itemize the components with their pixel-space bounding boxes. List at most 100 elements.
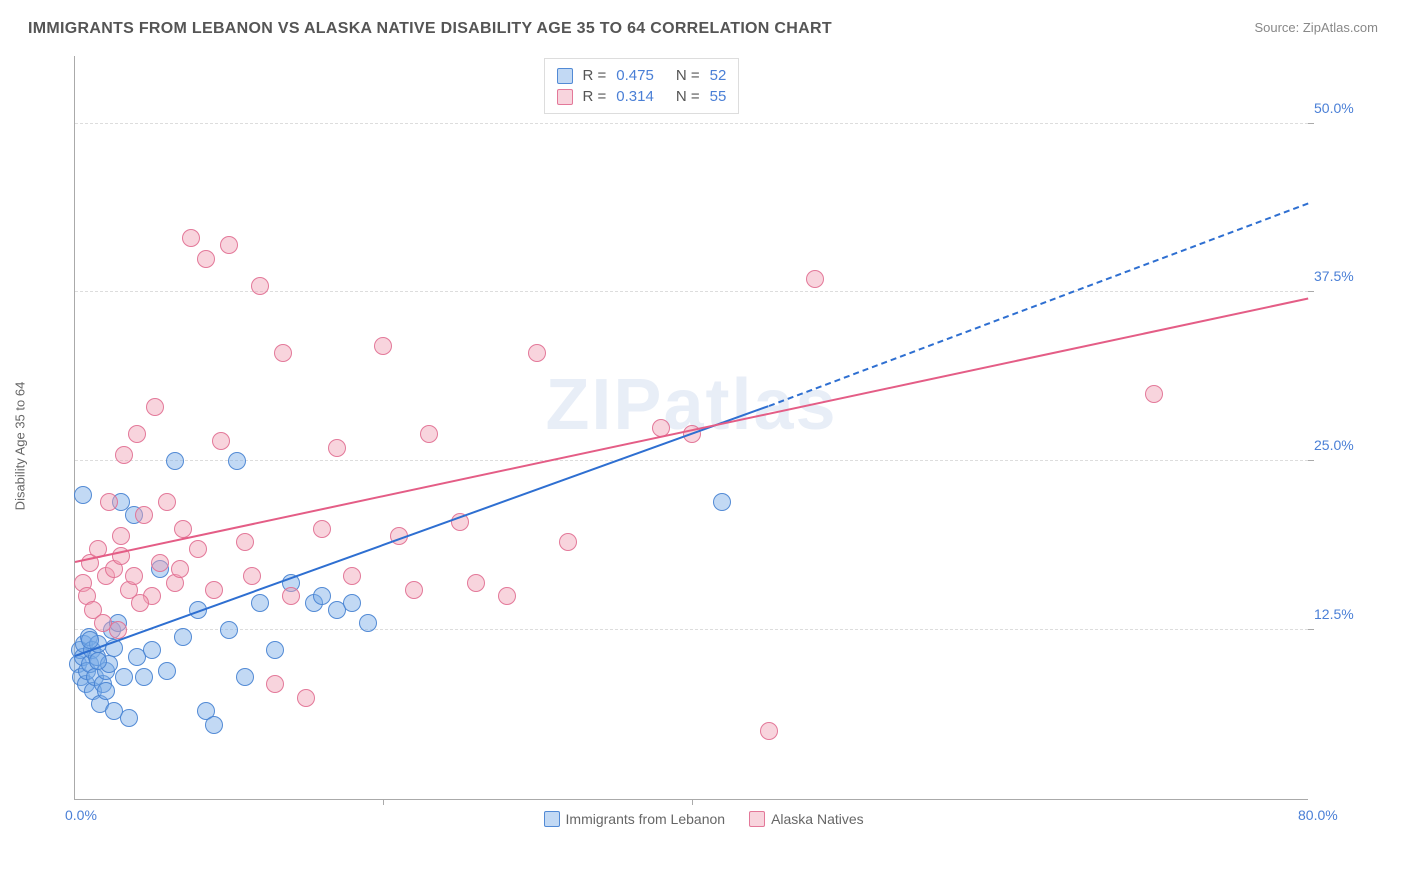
scatter-point-alaska xyxy=(236,533,254,551)
scatter-point-alaska xyxy=(282,587,300,605)
scatter-point-lebanon xyxy=(120,709,138,727)
y-tick-mark xyxy=(1308,460,1314,461)
scatter-point-lebanon xyxy=(143,641,161,659)
swatch-alaska xyxy=(557,89,573,105)
scatter-point-lebanon xyxy=(220,621,238,639)
scatter-point-lebanon xyxy=(251,594,269,612)
scatter-point-alaska xyxy=(806,270,824,288)
scatter-point-alaska xyxy=(760,722,778,740)
stat-r-value: 0.314 xyxy=(616,88,654,105)
chart-container: IMMIGRANTS FROM LEBANON VS ALASKA NATIVE… xyxy=(0,0,1406,892)
scatter-point-alaska xyxy=(128,425,146,443)
scatter-point-lebanon xyxy=(158,662,176,680)
x-tick-mark xyxy=(692,799,693,805)
scatter-point-lebanon xyxy=(228,452,246,470)
legend-item-lebanon: Immigrants from Lebanon xyxy=(544,811,726,827)
scatter-point-alaska xyxy=(313,520,331,538)
stat-r-label: R = xyxy=(583,67,607,84)
scatter-point-alaska xyxy=(274,344,292,362)
trend-extension-lebanon xyxy=(768,203,1308,408)
scatter-point-alaska xyxy=(174,520,192,538)
scatter-point-lebanon xyxy=(713,493,731,511)
y-tick-label: 50.0% xyxy=(1314,100,1370,116)
gridline xyxy=(75,123,1308,124)
gridline xyxy=(75,460,1308,461)
stat-n-value: 55 xyxy=(710,88,727,105)
y-tick-mark xyxy=(1308,291,1314,292)
scatter-point-lebanon xyxy=(115,668,133,686)
y-tick-mark xyxy=(1308,123,1314,124)
scatter-point-lebanon xyxy=(97,682,115,700)
scatter-point-alaska xyxy=(182,229,200,247)
plot-area: ZIPatlas R =0.475N =52R =0.314N =55 Immi… xyxy=(74,56,1308,800)
scatter-point-lebanon xyxy=(236,668,254,686)
scatter-point-lebanon xyxy=(343,594,361,612)
scatter-point-alaska xyxy=(171,560,189,578)
scatter-point-alaska xyxy=(559,533,577,551)
stat-n-label: N = xyxy=(676,88,700,105)
scatter-point-lebanon xyxy=(74,486,92,504)
x-tick-label: 0.0% xyxy=(65,807,97,823)
scatter-point-alaska xyxy=(220,236,238,254)
scatter-point-alaska xyxy=(112,527,130,545)
scatter-point-alaska xyxy=(343,567,361,585)
scatter-point-alaska xyxy=(1145,385,1163,403)
y-tick-label: 12.5% xyxy=(1314,606,1370,622)
scatter-point-lebanon xyxy=(313,587,331,605)
stat-r-label: R = xyxy=(583,88,607,105)
y-tick-label: 25.0% xyxy=(1314,437,1370,453)
scatter-point-alaska xyxy=(135,506,153,524)
scatter-point-lebanon xyxy=(359,614,377,632)
stat-n-label: N = xyxy=(676,67,700,84)
scatter-point-lebanon xyxy=(166,452,184,470)
legend-item-alaska: Alaska Natives xyxy=(749,811,864,827)
scatter-point-alaska xyxy=(243,567,261,585)
legend-swatch-lebanon xyxy=(544,811,560,827)
scatter-point-lebanon xyxy=(205,716,223,734)
scatter-point-alaska xyxy=(297,689,315,707)
scatter-point-alaska xyxy=(151,554,169,572)
scatter-point-alaska xyxy=(498,587,516,605)
source-link[interactable]: ZipAtlas.com xyxy=(1303,20,1378,35)
stats-row-alaska: R = 0.314 N = 55 xyxy=(557,86,727,107)
x-tick-label: 80.0% xyxy=(1298,807,1338,823)
series-legend: Immigrants from Lebanon Alaska Natives xyxy=(544,811,864,827)
gridline xyxy=(75,629,1308,630)
correlation-stats-box: R = 0.475 N = 52 R = 0.314 N = 55 xyxy=(544,58,740,114)
scatter-point-lebanon xyxy=(174,628,192,646)
scatter-point-alaska xyxy=(528,344,546,362)
scatter-point-alaska xyxy=(251,277,269,295)
source-label: Source: ZipAtlas.com xyxy=(1254,20,1378,35)
scatter-point-alaska xyxy=(266,675,284,693)
scatter-point-alaska xyxy=(146,398,164,416)
y-tick-mark xyxy=(1308,629,1314,630)
scatter-point-alaska xyxy=(405,581,423,599)
chart-title: IMMIGRANTS FROM LEBANON VS ALASKA NATIVE… xyxy=(28,20,832,38)
scatter-point-alaska xyxy=(467,574,485,592)
legend-label: Alaska Natives xyxy=(771,811,864,827)
trend-line-alaska xyxy=(75,297,1308,562)
scatter-point-alaska xyxy=(197,250,215,268)
stat-n-value: 52 xyxy=(710,67,727,84)
scatter-point-alaska xyxy=(328,439,346,457)
y-tick-label: 37.5% xyxy=(1314,268,1370,284)
scatter-point-alaska xyxy=(115,446,133,464)
scatter-point-lebanon xyxy=(89,652,107,670)
scatter-point-alaska xyxy=(189,540,207,558)
scatter-point-alaska xyxy=(100,493,118,511)
x-tick-mark xyxy=(383,799,384,805)
chart-area: Disability Age 35 to 64 ZIPatlas R =0.47… xyxy=(28,46,1378,846)
scatter-point-alaska xyxy=(158,493,176,511)
stat-r-value: 0.475 xyxy=(616,67,654,84)
scatter-point-alaska xyxy=(212,432,230,450)
scatter-point-alaska xyxy=(420,425,438,443)
chart-header: IMMIGRANTS FROM LEBANON VS ALASKA NATIVE… xyxy=(28,20,1378,38)
y-axis-label: Disability Age 35 to 64 xyxy=(13,382,28,511)
legend-label: Immigrants from Lebanon xyxy=(566,811,726,827)
scatter-point-alaska xyxy=(205,581,223,599)
swatch-lebanon xyxy=(557,68,573,84)
scatter-point-alaska xyxy=(374,337,392,355)
scatter-point-lebanon xyxy=(266,641,284,659)
scatter-point-lebanon xyxy=(135,668,153,686)
stats-row-lebanon: R = 0.475 N = 52 xyxy=(557,65,727,86)
